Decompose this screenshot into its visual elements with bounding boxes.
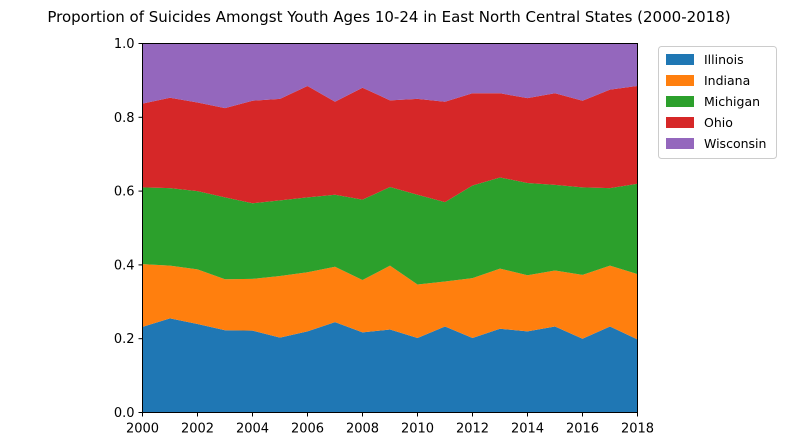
legend-label-ohio: Ohio [704,115,733,130]
legend: Illinois Indiana Michigan Ohio Wisconsin [658,46,777,159]
area-illinois [142,318,638,413]
x-tick-label: 2004 [236,422,269,437]
x-tick-label: 2014 [511,422,544,437]
y-tick-label: 0.8 [114,111,135,126]
legend-label-wisconsin: Wisconsin [704,136,766,151]
legend-swatch-michigan [666,96,694,107]
legend-swatch-indiana [666,75,694,86]
y-tick-label: 0.0 [114,406,135,421]
y-tick-label: 1.0 [114,37,135,52]
x-tick-label: 2000 [126,422,159,437]
area-ohio [142,85,638,204]
y-tick-label: 0.6 [114,185,135,200]
area-layers [142,43,638,413]
x-tick-label: 2002 [181,422,214,437]
legend-swatch-illinois [666,54,694,65]
plot-frame [142,43,638,413]
x-tick-label: 2006 [291,422,324,437]
area-wisconsin [142,43,638,109]
x-tick-label: 2012 [456,422,489,437]
x-tick-label: 2008 [346,422,379,437]
chart-title: Proportion of Suicides Amongst Youth Age… [47,8,730,26]
legend-label-illinois: Illinois [704,52,744,67]
x-tick-label: 2010 [401,422,434,437]
legend-swatch-ohio [666,117,694,128]
legend-label-indiana: Indiana [704,73,750,88]
area-michigan [142,177,638,285]
x-axis: 2000 2002 2004 2006 2008 2010 2012 2014 2016 2018 [126,412,654,437]
legend-box [658,46,777,159]
x-tick-label: 2018 [621,422,654,437]
legend-swatch-wisconsin [666,138,694,149]
y-axis: 0.0 0.2 0.4 0.6 0.8 1.0 [114,37,143,421]
y-tick-label: 0.2 [114,332,135,347]
area-indiana [142,264,638,340]
x-tick-label: 2016 [566,422,599,437]
y-tick-label: 0.4 [114,258,135,273]
legend-label-michigan: Michigan [704,94,760,109]
